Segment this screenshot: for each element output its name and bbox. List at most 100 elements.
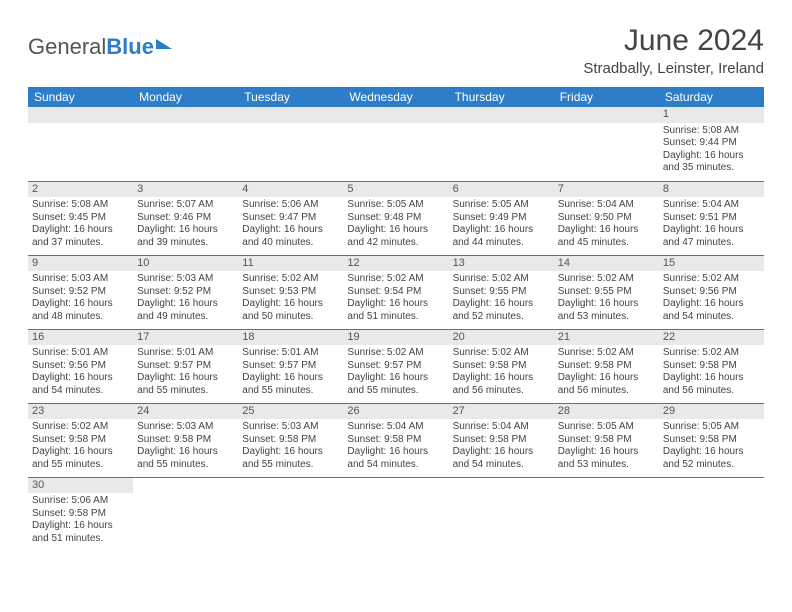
sunrise-text: Sunrise: 5:04 AM	[453, 421, 550, 434]
logo-text-2: Blue	[106, 34, 154, 60]
sunrise-text: Sunrise: 5:02 AM	[663, 347, 760, 360]
calendar-cell: 2Sunrise: 5:08 AMSunset: 9:45 PMDaylight…	[28, 181, 133, 255]
daylight-text: Daylight: 16 hours and 44 minutes.	[453, 224, 550, 249]
calendar-cell	[659, 477, 764, 551]
calendar-cell: 23Sunrise: 5:02 AMSunset: 9:58 PMDayligh…	[28, 403, 133, 477]
sunset-text: Sunset: 9:58 PM	[663, 360, 760, 373]
sunset-text: Sunset: 9:57 PM	[347, 360, 444, 373]
sunset-text: Sunset: 9:52 PM	[137, 286, 234, 299]
day-number: 4	[238, 182, 343, 198]
sunset-text: Sunset: 9:58 PM	[32, 434, 129, 447]
sunrise-text: Sunrise: 5:02 AM	[32, 421, 129, 434]
sunrise-text: Sunrise: 5:03 AM	[137, 421, 234, 434]
calendar-cell: 19Sunrise: 5:02 AMSunset: 9:57 PMDayligh…	[343, 329, 448, 403]
calendar-cell: 24Sunrise: 5:03 AMSunset: 9:58 PMDayligh…	[133, 403, 238, 477]
sunset-text: Sunset: 9:55 PM	[453, 286, 550, 299]
day-number: 20	[449, 330, 554, 346]
daylight-text: Daylight: 16 hours and 55 minutes.	[137, 372, 234, 397]
day-number: 16	[28, 330, 133, 346]
calendar-cell	[449, 107, 554, 181]
calendar-cell	[238, 107, 343, 181]
day-number: 1	[659, 107, 764, 123]
day-number: 5	[343, 182, 448, 198]
empty-day-stripe	[343, 107, 448, 123]
calendar-cell: 28Sunrise: 5:05 AMSunset: 9:58 PMDayligh…	[554, 403, 659, 477]
daylight-text: Daylight: 16 hours and 53 minutes.	[558, 446, 655, 471]
weekday-header: Friday	[554, 87, 659, 107]
sunset-text: Sunset: 9:58 PM	[347, 434, 444, 447]
sunrise-text: Sunrise: 5:08 AM	[32, 199, 129, 212]
page-title: June 2024	[583, 24, 764, 58]
sunrise-text: Sunrise: 5:03 AM	[242, 421, 339, 434]
daylight-text: Daylight: 16 hours and 56 minutes.	[663, 372, 760, 397]
daylight-text: Daylight: 16 hours and 54 minutes.	[347, 446, 444, 471]
sunset-text: Sunset: 9:56 PM	[663, 286, 760, 299]
daylight-text: Daylight: 16 hours and 54 minutes.	[453, 446, 550, 471]
weekday-header: Saturday	[659, 87, 764, 107]
calendar-cell: 5Sunrise: 5:05 AMSunset: 9:48 PMDaylight…	[343, 181, 448, 255]
weekday-header: Sunday	[28, 87, 133, 107]
day-number: 26	[343, 404, 448, 420]
weekday-header: Wednesday	[343, 87, 448, 107]
logo-triangle-icon	[156, 39, 172, 49]
calendar-cell: 6Sunrise: 5:05 AMSunset: 9:49 PMDaylight…	[449, 181, 554, 255]
daylight-text: Daylight: 16 hours and 48 minutes.	[32, 298, 129, 323]
calendar-cell: 29Sunrise: 5:05 AMSunset: 9:58 PMDayligh…	[659, 403, 764, 477]
calendar-cell: 11Sunrise: 5:02 AMSunset: 9:53 PMDayligh…	[238, 255, 343, 329]
sunrise-text: Sunrise: 5:02 AM	[453, 273, 550, 286]
daylight-text: Daylight: 16 hours and 42 minutes.	[347, 224, 444, 249]
empty-day-stripe	[133, 107, 238, 123]
header: GeneralBlue June 2024 Stradbally, Leinst…	[28, 24, 764, 77]
day-number: 27	[449, 404, 554, 420]
sunrise-text: Sunrise: 5:01 AM	[32, 347, 129, 360]
calendar-cell	[343, 107, 448, 181]
sunset-text: Sunset: 9:58 PM	[453, 360, 550, 373]
calendar-cell	[554, 477, 659, 551]
sunset-text: Sunset: 9:49 PM	[453, 212, 550, 225]
sunrise-text: Sunrise: 5:05 AM	[453, 199, 550, 212]
calendar-cell: 16Sunrise: 5:01 AMSunset: 9:56 PMDayligh…	[28, 329, 133, 403]
sunset-text: Sunset: 9:56 PM	[32, 360, 129, 373]
sunset-text: Sunset: 9:58 PM	[32, 508, 129, 521]
sunset-text: Sunset: 9:55 PM	[558, 286, 655, 299]
calendar-cell	[554, 107, 659, 181]
calendar-cell: 20Sunrise: 5:02 AMSunset: 9:58 PMDayligh…	[449, 329, 554, 403]
empty-day-stripe	[449, 107, 554, 123]
daylight-text: Daylight: 16 hours and 55 minutes.	[242, 372, 339, 397]
sunrise-text: Sunrise: 5:05 AM	[347, 199, 444, 212]
daylight-text: Daylight: 16 hours and 55 minutes.	[32, 446, 129, 471]
day-number: 28	[554, 404, 659, 420]
daylight-text: Daylight: 16 hours and 39 minutes.	[137, 224, 234, 249]
title-block: June 2024 Stradbally, Leinster, Ireland	[583, 24, 764, 77]
day-number: 18	[238, 330, 343, 346]
sunset-text: Sunset: 9:48 PM	[347, 212, 444, 225]
day-number: 24	[133, 404, 238, 420]
sunset-text: Sunset: 9:45 PM	[32, 212, 129, 225]
calendar-cell	[133, 477, 238, 551]
sunset-text: Sunset: 9:50 PM	[558, 212, 655, 225]
daylight-text: Daylight: 16 hours and 53 minutes.	[558, 298, 655, 323]
sunset-text: Sunset: 9:54 PM	[347, 286, 444, 299]
daylight-text: Daylight: 16 hours and 49 minutes.	[137, 298, 234, 323]
day-number: 7	[554, 182, 659, 198]
calendar-cell: 15Sunrise: 5:02 AMSunset: 9:56 PMDayligh…	[659, 255, 764, 329]
sunset-text: Sunset: 9:52 PM	[32, 286, 129, 299]
calendar-cell: 3Sunrise: 5:07 AMSunset: 9:46 PMDaylight…	[133, 181, 238, 255]
logo: GeneralBlue	[28, 34, 172, 60]
sunrise-text: Sunrise: 5:02 AM	[347, 273, 444, 286]
calendar-cell: 9Sunrise: 5:03 AMSunset: 9:52 PMDaylight…	[28, 255, 133, 329]
sunrise-text: Sunrise: 5:02 AM	[558, 347, 655, 360]
day-number: 19	[343, 330, 448, 346]
weekday-header: Monday	[133, 87, 238, 107]
daylight-text: Daylight: 16 hours and 55 minutes.	[347, 372, 444, 397]
daylight-text: Daylight: 16 hours and 55 minutes.	[242, 446, 339, 471]
sunset-text: Sunset: 9:58 PM	[137, 434, 234, 447]
calendar-head: SundayMondayTuesdayWednesdayThursdayFrid…	[28, 87, 764, 107]
day-number: 22	[659, 330, 764, 346]
calendar-cell: 4Sunrise: 5:06 AMSunset: 9:47 PMDaylight…	[238, 181, 343, 255]
day-number: 13	[449, 256, 554, 272]
calendar-body: 1Sunrise: 5:08 AMSunset: 9:44 PMDaylight…	[28, 107, 764, 551]
sunrise-text: Sunrise: 5:02 AM	[347, 347, 444, 360]
calendar-cell	[449, 477, 554, 551]
sunset-text: Sunset: 9:46 PM	[137, 212, 234, 225]
